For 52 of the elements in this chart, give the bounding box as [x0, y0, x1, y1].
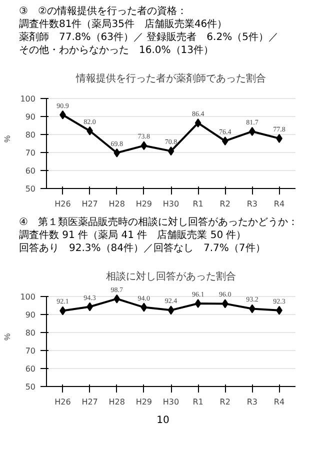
x-tick-label: R1: [192, 398, 204, 406]
point: [222, 136, 228, 146]
y-tick-label: 80: [25, 130, 36, 140]
point: [140, 141, 148, 150]
x-tick-label: H26: [54, 398, 71, 406]
y-tick-label: 60: [25, 364, 36, 374]
chart-title: 情報提供を行った者が薬剤師であった割合: [75, 72, 266, 84]
x-tick-label: R1: [192, 200, 204, 208]
x-tick-label: H26: [54, 200, 71, 208]
x-tick-label: R4: [274, 200, 285, 208]
text: ④ 第１類医薬品販売時の相談に対し回答があったかどうか：: [19, 216, 298, 229]
x-tick-label: H27: [82, 200, 98, 208]
x-tick-label: R3: [246, 200, 258, 208]
point: [114, 294, 120, 304]
x-tick-label: H30: [162, 200, 180, 208]
x-tick-label: H28: [108, 398, 125, 406]
x-tick-label: H28: [108, 200, 125, 208]
x-tick-label: H29: [136, 200, 152, 208]
x-tick-label: H29: [136, 398, 152, 406]
x-tick-label: H27: [82, 398, 98, 406]
point: [140, 302, 148, 312]
text: 調査件数81件（薬局35件 店舗販売業46件）: [19, 18, 228, 31]
point: [194, 118, 202, 128]
chart-title: 相談に対し回答があった割合: [106, 270, 236, 282]
x-tick-label: H30: [162, 398, 180, 406]
point: [168, 146, 174, 156]
y-tick-label: 70: [25, 346, 36, 356]
y-tick-label: 70: [25, 148, 36, 158]
text: 10: [156, 414, 170, 427]
y-tick-label: 60: [25, 166, 36, 176]
y-tick-label: 90: [25, 112, 36, 122]
y-tick-label: 100: [20, 94, 36, 104]
text: 調査件数 91 件（薬局 41 件 店舗販売業 50 件）: [19, 229, 248, 242]
text: ③ ②の情報提供を行った者の資格：: [19, 5, 188, 18]
y-axis-title: %: [3, 135, 12, 143]
y-tick-label: 50: [25, 184, 36, 194]
x-tick-label: R2: [220, 398, 230, 406]
point: [194, 299, 202, 308]
y-tick-label: 80: [25, 328, 36, 338]
x-tick-label: R2: [220, 200, 230, 208]
point: [168, 306, 174, 315]
y-axis-title: %: [3, 333, 12, 341]
x-tick-label: R3: [246, 398, 258, 406]
text: 回答あり 92.3%（84件）／回答なし 7.7%（7件）: [19, 242, 266, 255]
point: [222, 299, 228, 308]
text: 薬剤師 77.8%（63件）／ 登録販売者 6.2%（5件）／: [19, 31, 278, 44]
y-tick-label: 50: [25, 382, 36, 392]
y-tick-label: 90: [25, 310, 36, 320]
point: [114, 148, 120, 158]
y-tick-label: 100: [20, 292, 36, 302]
text: その他・わからなかった 16.0%（13件）: [19, 44, 214, 57]
x-tick-label: R4: [274, 398, 285, 406]
